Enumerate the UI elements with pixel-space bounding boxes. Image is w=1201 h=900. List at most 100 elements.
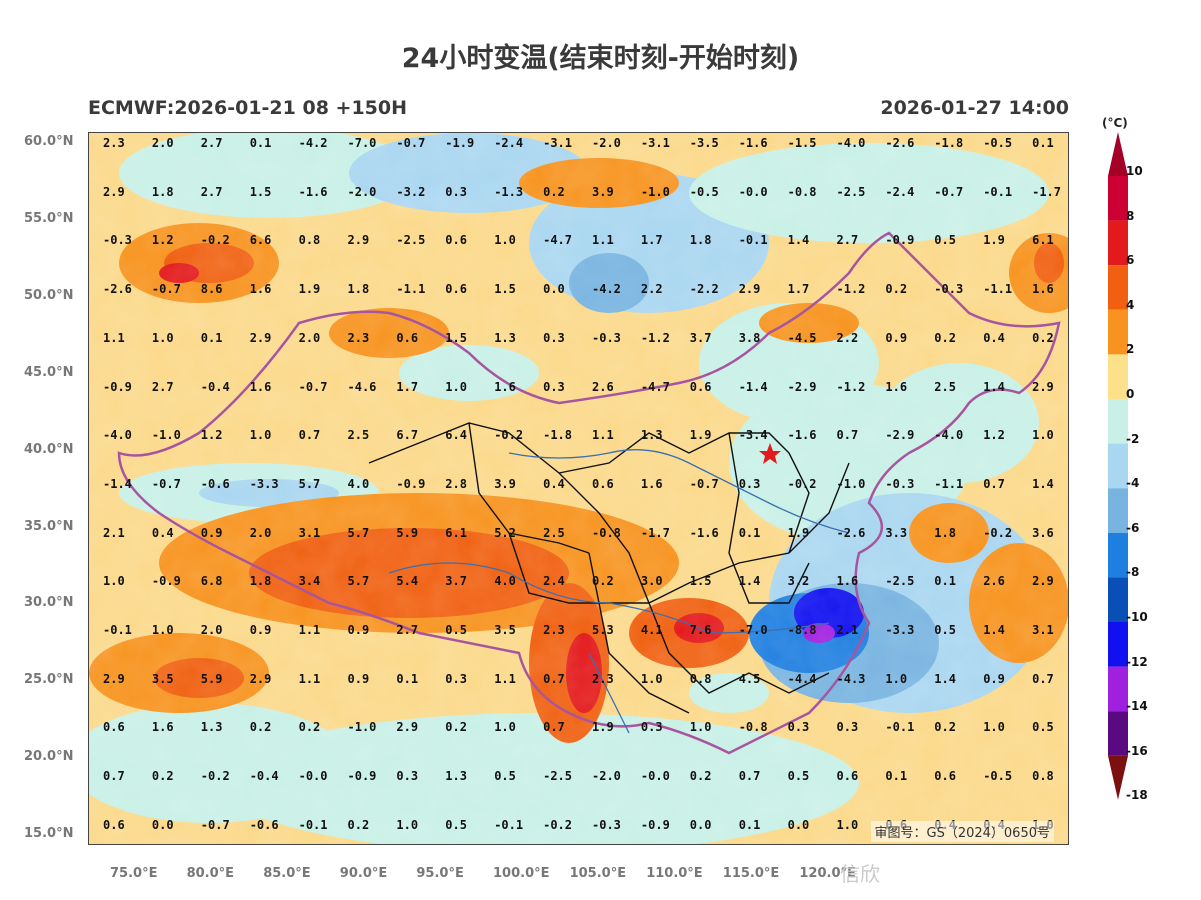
grid-value: -1.0 — [836, 476, 866, 491]
grid-value: 2.5 — [934, 379, 956, 394]
grid-value: 1.1 — [494, 671, 516, 686]
grid-value: -2.6 — [103, 282, 132, 297]
grid-value: 1.5 — [689, 574, 712, 589]
grid-value: 3.5 — [151, 671, 174, 686]
grid-value: -1.8 — [934, 136, 964, 150]
grid-value: 0.5 — [787, 769, 810, 784]
grid-value: 1.5 — [494, 282, 516, 297]
grid-value: -3.5 — [689, 136, 719, 150]
grid-value: 0.7 — [543, 671, 565, 686]
colorbar-tick-label: -10 — [1126, 610, 1148, 624]
grid-value: 0.9 — [249, 623, 272, 637]
longitude-label: 90.0°E — [339, 866, 388, 881]
grid-value: 1.3 — [200, 720, 223, 735]
grid-value: 0.3 — [787, 720, 810, 735]
grid-value: 0.7 — [103, 769, 125, 784]
rivers — [388, 449, 850, 734]
grid-value: -0.1 — [983, 184, 1013, 199]
longitude-label: 95.0°E — [416, 866, 464, 881]
latitude-label: 15.0°N — [24, 826, 74, 842]
grid-value: -4.0 — [836, 136, 866, 150]
grid-value: 0.5 — [494, 769, 516, 784]
grid-value: 2.5 — [543, 525, 565, 540]
grid-value: -0.9 — [347, 769, 377, 784]
grid-value: -0.2 — [983, 525, 1013, 540]
latitude-label: 25.0°N — [24, 672, 74, 688]
grid-value: 3.7 — [689, 330, 712, 345]
grid-value: -0.1 — [885, 720, 915, 735]
grid-value: -0.9 — [151, 574, 181, 589]
grid-value: -0.5 — [983, 769, 1013, 784]
grid-value: 0.8 — [689, 671, 712, 686]
grid-value: -7.0 — [738, 623, 768, 637]
grid-value: 2.9 — [249, 671, 272, 686]
grid-value: 4.0 — [347, 476, 370, 491]
grid-value: -1.2 — [836, 282, 866, 297]
grid-value: 0.1 — [738, 817, 761, 832]
longitude-label: 75.0°E — [110, 866, 158, 881]
colorbar-tick-label: -12 — [1126, 654, 1148, 669]
grid-value: -0.7 — [396, 136, 426, 150]
colorbar-tick-label: -18 — [1126, 788, 1148, 803]
grid-value: -2.5 — [396, 233, 426, 248]
grid-value: -0.1 — [738, 233, 768, 248]
grid-value: -0.0 — [640, 769, 670, 784]
grid-value: -1.9 — [445, 136, 475, 150]
grid-value: 0.5 — [1032, 720, 1054, 735]
colorbar-segment — [1108, 666, 1128, 712]
colorbar-segment — [1108, 577, 1128, 622]
grid-value: 1.1 — [592, 428, 614, 443]
capital-star-icon — [759, 443, 781, 464]
grid-value: 2.7 — [836, 233, 859, 248]
grid-value: 0.1 — [738, 525, 761, 540]
grid-value: -4.2 — [592, 282, 621, 297]
grid-value: 0.0 — [151, 817, 174, 832]
grid-value: -0.3 — [592, 817, 621, 832]
grid-value: 2.9 — [396, 720, 419, 735]
grid-value: 0.8 — [298, 233, 321, 248]
grid-value: -4.5 — [787, 330, 817, 345]
grid-value: -0.1 — [494, 817, 524, 832]
grid-value: -3.3 — [249, 476, 279, 491]
grid-value: -1.1 — [983, 282, 1013, 297]
grid-value: 1.4 — [934, 671, 956, 686]
grid-value: 2.0 — [151, 136, 174, 150]
grid-value: 5.2 — [494, 525, 516, 540]
grid-value: -3.2 — [396, 184, 426, 199]
map-background — [89, 133, 1068, 844]
grid-value: 1.0 — [885, 671, 908, 686]
grid-value: 1.6 — [640, 476, 663, 491]
grid-value: -0.2 — [543, 817, 572, 832]
grid-value: 0.7 — [1032, 671, 1054, 686]
grid-value: -0.5 — [689, 184, 719, 199]
temperature-change-map: 2.3 2.0 2.7 0.1 -4.2 -7.0 -0.7 -1.9 -2.4 -3.1 -2.0… — [88, 132, 1069, 845]
colorbar-tick-label: 6 — [1126, 253, 1135, 268]
grid-value: -1.6 — [787, 428, 817, 443]
grid-value: 1.0 — [836, 817, 859, 832]
grid-value: 1.6 — [836, 574, 859, 589]
grid-value: 0.1 — [396, 671, 419, 686]
grid-value: 0.3 — [738, 476, 761, 491]
grid-value: 1.6 — [494, 379, 516, 394]
colorbar-tick-label: -2 — [1126, 431, 1140, 446]
grid-value: -4.0 — [934, 428, 964, 443]
grid-value: -3.3 — [885, 623, 915, 637]
latitude-label: 30.0°N — [24, 595, 74, 611]
grid-value: 2.6 — [592, 379, 614, 394]
colorbar-segment — [1108, 443, 1128, 489]
grid-value: -0.0 — [298, 769, 328, 784]
grid-value: 0.8 — [1032, 769, 1054, 784]
longitude-label: 85.0°E — [263, 866, 311, 881]
grid-value: 2.7 — [200, 184, 223, 199]
colorbar-segment — [1108, 309, 1128, 355]
colorbar-segment — [1108, 354, 1128, 399]
grid-value: 0.3 — [543, 379, 565, 394]
grid-value: 2.0 — [249, 525, 272, 540]
grid-value: 3.1 — [298, 525, 321, 540]
colorbar-segment — [1108, 622, 1128, 667]
grid-value: 0.6 — [396, 330, 419, 345]
grid-value: -0.8 — [787, 184, 817, 199]
grid-value: 3.5 — [494, 623, 516, 637]
grid-value: 6.7 — [396, 428, 419, 443]
grid-value: 1.0 — [151, 330, 174, 345]
